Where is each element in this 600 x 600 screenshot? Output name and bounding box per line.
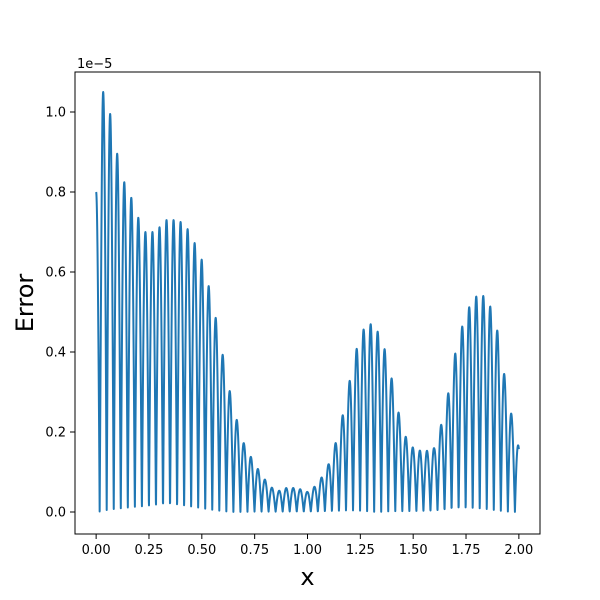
x-tick-label: 1.00 — [293, 543, 322, 558]
y-axis-ticks: 0.0 0.2 0.4 0.6 0.8 1.0 — [45, 106, 75, 521]
x-tick-label: 1.50 — [399, 543, 428, 558]
error-series-line — [95, 91, 520, 513]
x-tick-label: 0.25 — [135, 543, 164, 558]
x-axis-ticks: 0.00 0.25 0.50 0.75 1.00 1.25 1.50 1.75 2.00 — [82, 534, 533, 558]
y-offset-label: 1e−5 — [77, 57, 112, 72]
x-tick-label: 0.75 — [240, 543, 269, 558]
x-tick-label: 0.50 — [187, 543, 216, 558]
y-tick-label: 0.4 — [45, 346, 66, 361]
y-tick-label: 0.8 — [45, 186, 66, 201]
y-tick-label: 0.0 — [45, 506, 66, 521]
y-tick-label: 0.2 — [45, 426, 66, 441]
x-tick-label: 2.00 — [504, 543, 533, 558]
x-axis-title: x — [300, 563, 314, 591]
x-tick-label: 1.25 — [346, 543, 375, 558]
y-tick-label: 1.0 — [45, 106, 66, 121]
series-layer — [95, 91, 520, 513]
x-tick-label: 0.00 — [82, 543, 111, 558]
y-axis-title: Error — [11, 274, 39, 333]
x-tick-label: 1.75 — [452, 543, 481, 558]
y-tick-label: 0.6 — [45, 266, 66, 281]
